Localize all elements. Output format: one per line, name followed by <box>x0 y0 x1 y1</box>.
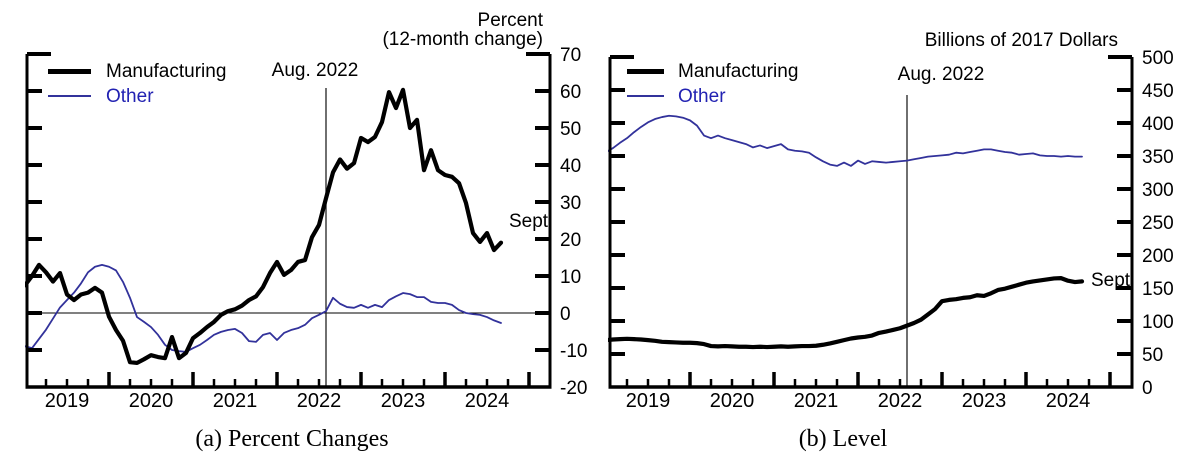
y-tick-label: 60 <box>560 82 581 103</box>
y-tick-label: 20 <box>560 230 581 251</box>
panel-a-plot: 70 60 50 40 30 20 10 0 -10 -20 2019 2020 2021 2022 202… <box>25 45 587 412</box>
x-tick-label: 2023 <box>381 390 426 412</box>
x-tick-label: 2021 <box>794 390 839 412</box>
panel-b-legend-manufacturing: Manufacturing <box>627 61 798 81</box>
y-tick-label: 50 <box>1142 345 1163 366</box>
series-manufacturing-line <box>25 87 504 366</box>
y-tick-label: -20 <box>560 378 587 399</box>
panel-b-legend-manufacturing-label: Manufacturing <box>678 60 799 82</box>
y-tick-label: 300 <box>1142 180 1174 201</box>
y-tick-label: 400 <box>1142 114 1174 135</box>
panel-a-legend-manufacturing: Manufacturing <box>48 61 226 81</box>
x-tick-label: 2024 <box>465 390 510 412</box>
x-tick-label: 2024 <box>1046 390 1091 412</box>
y-tick-label: 30 <box>560 193 581 214</box>
panel-b-legend-other-label: Other <box>678 85 726 107</box>
panel-a-legend-other: Other <box>48 86 154 106</box>
panel-b-legend-other: Other <box>627 86 726 106</box>
series-other-line <box>608 114 1083 167</box>
panel-a-title-line2: (12-month change) <box>382 29 543 51</box>
y-tick-label: 100 <box>1142 312 1174 333</box>
manufacturing-line-sample-icon <box>48 68 91 74</box>
y-tick-label: 70 <box>560 45 581 66</box>
other-line-sample-icon <box>627 95 664 97</box>
x-tick-label: 2020 <box>129 390 174 412</box>
panel-a-title: Percent (12-month change) <box>300 11 543 50</box>
panel-b-caption: (b) Level <box>798 426 888 452</box>
x-tick-label: 2021 <box>213 390 258 412</box>
y-tick-label: 500 <box>1142 48 1174 69</box>
panel-a-caption: (a) Percent Changes <box>195 426 389 452</box>
panel-b-end-label: Sept <box>1091 270 1131 291</box>
y-tick-label: 10 <box>560 267 581 288</box>
x-tick-label: 2023 <box>962 390 1007 412</box>
x-tick-label: 2019 <box>45 390 90 412</box>
y-tick-label: 0 <box>1142 378 1153 399</box>
x-tick-label: 2020 <box>710 390 755 412</box>
x-tick-label: 2022 <box>878 390 923 412</box>
y-tick-label: 150 <box>1142 279 1174 300</box>
panel-a-vline-label: Aug. 2022 <box>271 60 359 81</box>
x-tick-label: 2022 <box>297 390 342 412</box>
y-tick-label: 350 <box>1142 147 1174 168</box>
series-manufacturing-line <box>608 276 1085 350</box>
y-tick-label: -10 <box>560 341 587 362</box>
manufacturing-line-sample-icon <box>627 68 664 74</box>
y-tick-label: 200 <box>1142 246 1174 267</box>
other-line-sample-icon <box>48 95 91 97</box>
panel-a-title-line1: Percent <box>477 10 543 31</box>
panel-a-legend-other-label: Other <box>106 85 154 107</box>
y-tick-label: 40 <box>560 156 581 177</box>
y-tick-label: 450 <box>1142 81 1174 102</box>
y-tick-label: 50 <box>560 119 581 140</box>
series-other-line <box>25 263 502 353</box>
panel-b-title: Billions of 2017 Dollars <box>924 30 1118 51</box>
y-tick-label: 250 <box>1142 213 1174 234</box>
panel-b-vline-label: Aug. 2022 <box>897 64 985 85</box>
y-tick-label: 0 <box>560 304 571 325</box>
panel-a-end-label: Sept <box>509 211 549 232</box>
panel-a-legend-manufacturing-label: Manufacturing <box>106 60 227 82</box>
x-tick-label: 2019 <box>626 390 671 412</box>
